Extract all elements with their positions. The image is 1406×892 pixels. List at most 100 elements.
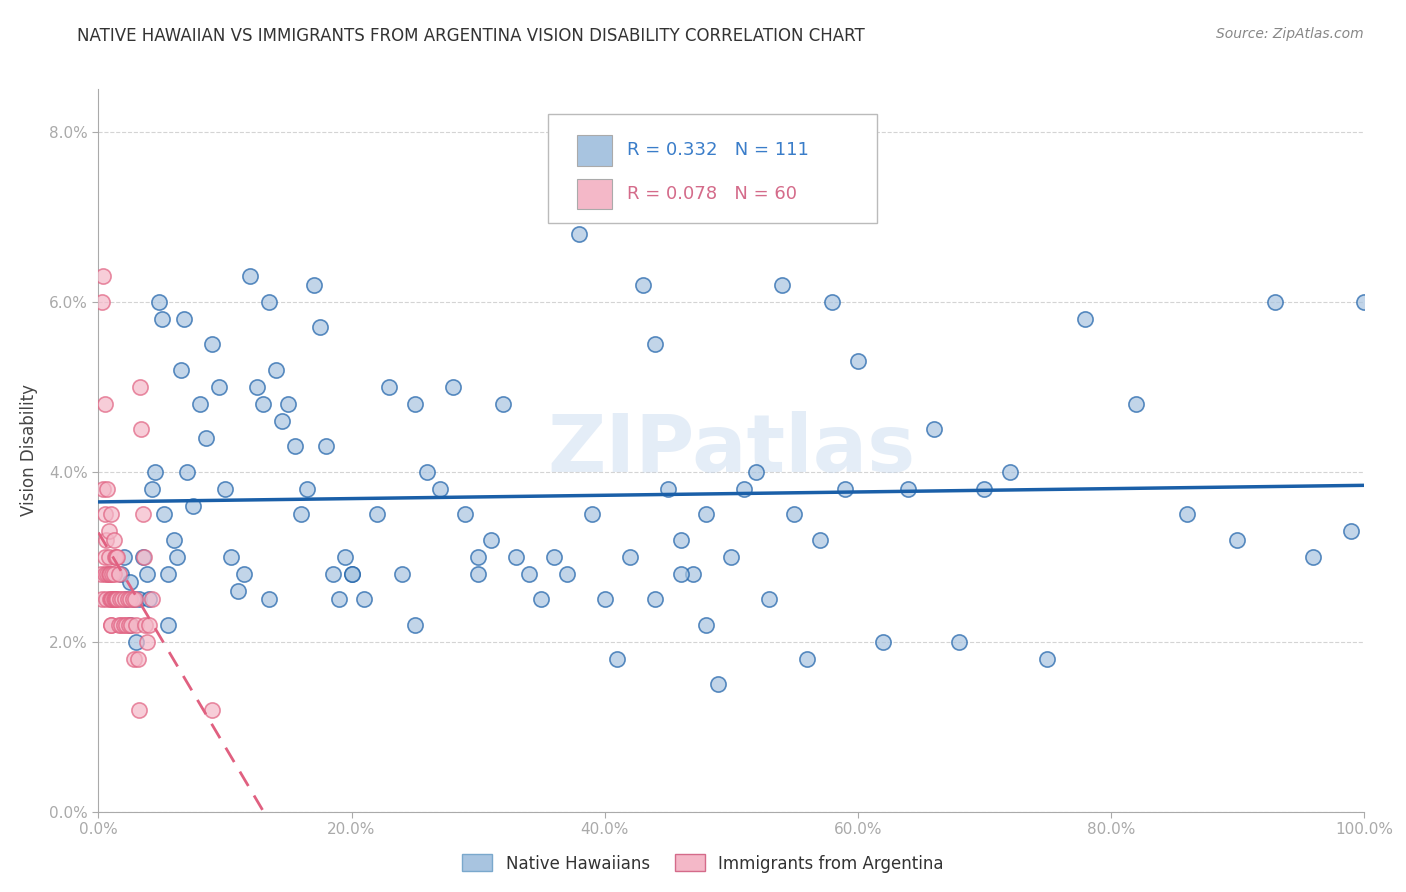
Point <box>1175 507 1198 521</box>
Point <box>125 634 148 648</box>
Text: Source: ZipAtlas.com: Source: ZipAtlas.com <box>1216 27 1364 41</box>
Point <box>429 482 451 496</box>
FancyBboxPatch shape <box>576 136 612 166</box>
Point <box>97 549 120 564</box>
Point <box>157 566 180 581</box>
Point <box>226 583 249 598</box>
Point <box>173 311 195 326</box>
Y-axis label: Vision Disability: Vision Disability <box>20 384 38 516</box>
Point <box>132 549 155 564</box>
Point <box>568 227 591 241</box>
Point <box>93 397 117 411</box>
Point <box>101 592 124 607</box>
Point <box>96 566 118 581</box>
Point <box>530 592 553 607</box>
Point <box>366 507 388 521</box>
Point <box>302 277 325 292</box>
Point <box>94 533 117 547</box>
Point <box>105 592 128 607</box>
Point <box>120 592 141 607</box>
Point <box>110 617 132 632</box>
Text: NATIVE HAWAIIAN VS IMMIGRANTS FROM ARGENTINA VISION DISABILITY CORRELATION CHART: NATIVE HAWAIIAN VS IMMIGRANTS FROM ARGEN… <box>77 27 865 45</box>
Point <box>114 592 136 607</box>
Point <box>973 482 995 496</box>
Point <box>120 575 141 590</box>
Point <box>219 549 243 564</box>
Point <box>492 397 515 411</box>
Point <box>467 549 489 564</box>
Point <box>644 337 666 351</box>
Point <box>682 566 704 581</box>
Point <box>107 549 129 564</box>
Legend: Native Hawaiians, Immigrants from Argentina: Native Hawaiians, Immigrants from Argent… <box>456 847 950 880</box>
Point <box>467 566 489 581</box>
Point <box>998 465 1021 479</box>
Point <box>1125 397 1147 411</box>
Point <box>315 439 337 453</box>
Point <box>141 482 163 496</box>
Point <box>148 294 170 309</box>
Point <box>259 592 281 607</box>
Point <box>132 507 155 521</box>
Point <box>120 617 142 632</box>
Point <box>695 507 717 521</box>
Point <box>669 533 692 547</box>
Point <box>284 439 307 453</box>
Point <box>720 549 742 564</box>
Point <box>122 592 145 607</box>
Point <box>93 482 115 496</box>
Point <box>100 617 122 632</box>
Point <box>808 533 831 547</box>
Point <box>96 482 118 496</box>
Point <box>416 465 439 479</box>
Point <box>1302 549 1324 564</box>
Point <box>948 634 970 648</box>
Point <box>124 592 146 607</box>
Point <box>733 482 755 496</box>
Point <box>479 533 502 547</box>
Point <box>1340 524 1362 539</box>
Point <box>138 617 160 632</box>
Point <box>169 362 191 376</box>
FancyBboxPatch shape <box>547 114 877 223</box>
Point <box>176 465 198 479</box>
Point <box>796 651 818 665</box>
Point <box>128 592 150 607</box>
Point <box>110 566 132 581</box>
Point <box>277 397 299 411</box>
Point <box>1264 294 1286 309</box>
Point <box>821 294 844 309</box>
Point <box>98 566 121 581</box>
Point <box>103 592 125 607</box>
Point <box>309 320 332 334</box>
Point <box>214 482 236 496</box>
Point <box>153 507 176 521</box>
Point <box>259 294 281 309</box>
Point <box>97 524 120 539</box>
Point <box>270 414 294 428</box>
Point <box>340 566 363 581</box>
Point <box>846 354 869 368</box>
Point <box>543 549 565 564</box>
Point <box>100 507 122 521</box>
Point <box>297 482 319 496</box>
Point <box>93 507 117 521</box>
Point <box>91 294 114 309</box>
Point <box>100 592 122 607</box>
Point <box>163 533 186 547</box>
Point <box>644 592 666 607</box>
Point <box>378 380 401 394</box>
Point <box>1036 651 1059 665</box>
Point <box>555 566 578 581</box>
Point <box>505 549 527 564</box>
Point <box>517 566 540 581</box>
Point <box>454 507 477 521</box>
Point <box>593 592 616 607</box>
Point <box>97 566 120 581</box>
Point <box>246 380 269 394</box>
Point <box>264 362 287 376</box>
Point <box>135 634 157 648</box>
Point <box>745 465 768 479</box>
Point <box>581 507 603 521</box>
Point <box>145 465 166 479</box>
